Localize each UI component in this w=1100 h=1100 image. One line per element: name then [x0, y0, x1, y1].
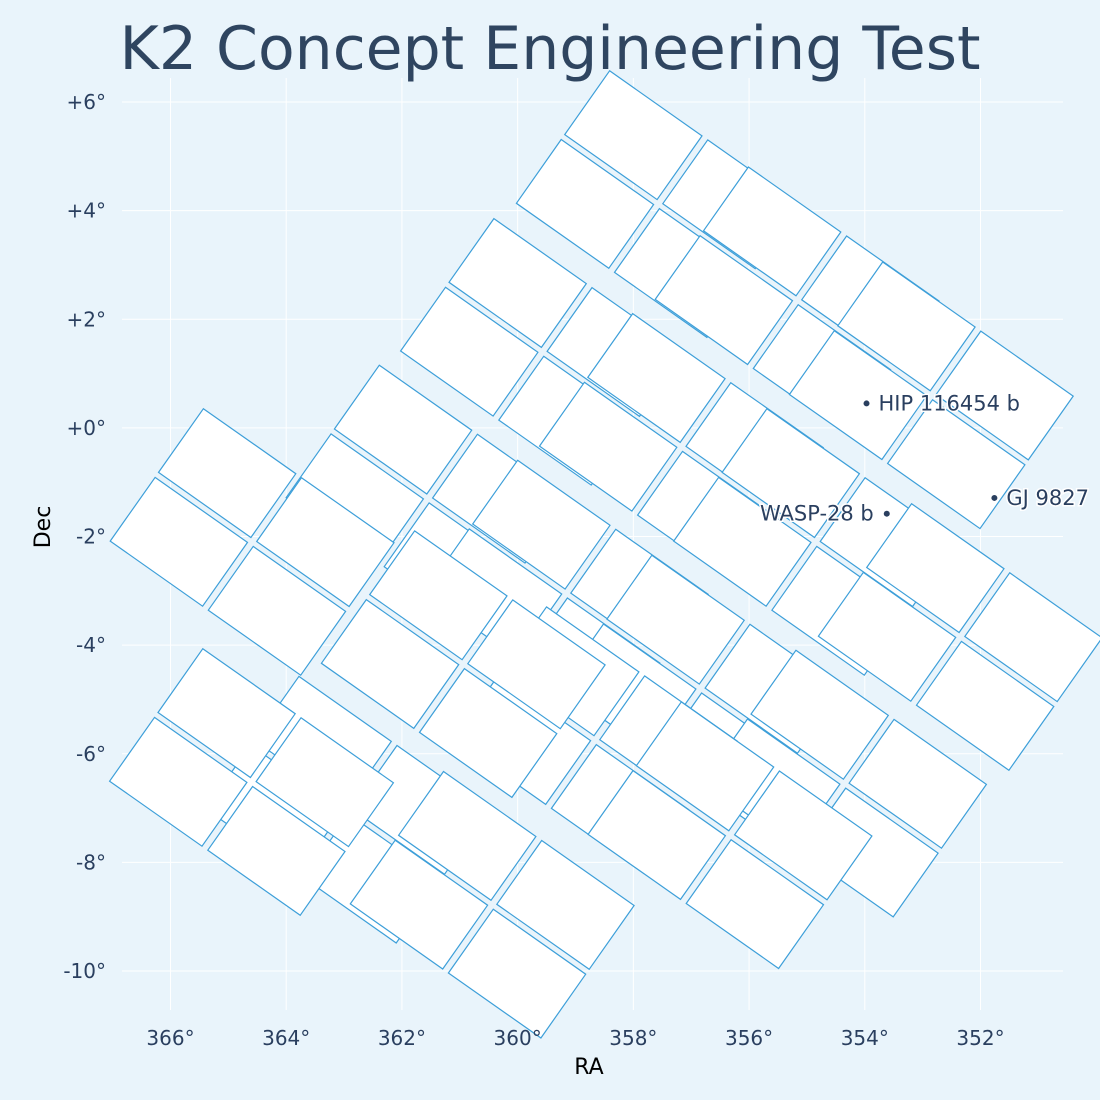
tick-labels: 366° 364° 362° 360° 358° 356° 354° 352° +6° +4° +2…	[63, 90, 1004, 1050]
ccd-module	[817, 502, 1100, 772]
target: GJ 9827	[991, 484, 1090, 511]
ccd-chip	[865, 502, 1005, 634]
ccd-chip	[733, 770, 873, 901]
ccd-chip	[471, 459, 611, 590]
ccd-chip	[886, 398, 1026, 530]
ccd-module	[109, 407, 395, 677]
ccd-footprint	[108, 69, 1100, 1039]
x-tick-label: 360°	[494, 1026, 542, 1050]
x-tick-label: 358°	[609, 1026, 657, 1050]
ccd-chip	[447, 908, 587, 1039]
x-tick-label: 352°	[956, 1026, 1004, 1050]
ccd-chip	[586, 312, 726, 444]
ccd-chip	[397, 770, 537, 902]
ccd-chip	[255, 476, 395, 608]
ccd-chip	[672, 476, 812, 608]
target-marker	[991, 494, 998, 501]
ccd-chip	[333, 364, 473, 495]
ccd-chip	[399, 286, 539, 417]
y-tick-label: -2°	[76, 525, 106, 549]
ccd-chip	[685, 838, 825, 970]
ccd-chip	[788, 329, 928, 461]
target-label: HIP 116454 b	[879, 391, 1021, 415]
ccd-module	[788, 261, 1075, 530]
x-tick-label: 354°	[841, 1026, 889, 1050]
ccd-chip	[157, 647, 297, 779]
ccd-chip	[848, 718, 988, 850]
ccd-chip	[448, 217, 588, 349]
y-tick-label: -4°	[76, 633, 106, 657]
ccd-chip	[109, 476, 249, 608]
ccd-module	[320, 530, 606, 799]
targets: HIP 116454 b GJ 9827 WASP-28 b	[758, 390, 1090, 527]
ccd-chip	[750, 649, 890, 781]
ccd-chip	[836, 261, 976, 392]
ccd-chip	[817, 571, 957, 703]
target: HIP 116454 b	[863, 390, 1022, 417]
ccd-chip	[606, 554, 746, 685]
ccd-chip	[635, 701, 775, 832]
ccd-chip	[963, 571, 1100, 703]
ccd-module	[349, 770, 635, 1039]
ccd-chip	[207, 545, 347, 677]
ccd-chip	[320, 598, 460, 730]
ccd-chip	[157, 407, 297, 539]
y-tick-label: +4°	[67, 199, 106, 223]
ccd-chip	[721, 407, 861, 539]
ccd-chip	[206, 785, 346, 917]
y-tick-label: +0°	[67, 416, 106, 440]
ccd-chip	[654, 234, 794, 366]
x-tick-label: 362°	[378, 1026, 426, 1050]
ccd-chip	[538, 381, 678, 512]
ccd-chip	[466, 599, 606, 730]
ccd-module	[587, 701, 873, 970]
x-axis-title: RA	[574, 1055, 603, 1080]
x-tick-label: 364°	[262, 1026, 310, 1050]
ccd-chip	[495, 839, 635, 971]
ccd-chip	[255, 716, 395, 848]
ccd-chip	[515, 138, 655, 270]
y-tick-label: +6°	[67, 90, 106, 114]
chart-title: K2 Concept Engineering Test	[119, 14, 980, 84]
x-tick-label: 366°	[146, 1026, 194, 1050]
y-tick-label: -10°	[63, 959, 106, 983]
ccd-chip	[349, 839, 489, 970]
target-marker	[883, 510, 890, 517]
ccd-chip	[915, 640, 1055, 772]
y-tick-label: -6°	[76, 742, 106, 766]
target-label: GJ 9827	[1006, 486, 1089, 510]
y-tick-label: +2°	[67, 307, 106, 331]
ccd-chip	[935, 330, 1075, 461]
ccd-chip	[587, 769, 727, 901]
target: WASP-28 b	[758, 500, 890, 527]
target-marker	[863, 400, 870, 407]
ccd-chip	[418, 667, 558, 799]
target-label: WASP-28 b	[760, 502, 874, 526]
ccd-chip	[563, 69, 703, 201]
ccd-chip	[368, 530, 508, 661]
ccd-module	[108, 647, 395, 917]
ccd-chip	[108, 716, 248, 848]
x-tick-label: 356°	[725, 1026, 773, 1050]
y-tick-label: -8°	[76, 850, 106, 874]
ccd-chip	[702, 166, 842, 297]
y-axis-title: Dec	[31, 506, 56, 549]
